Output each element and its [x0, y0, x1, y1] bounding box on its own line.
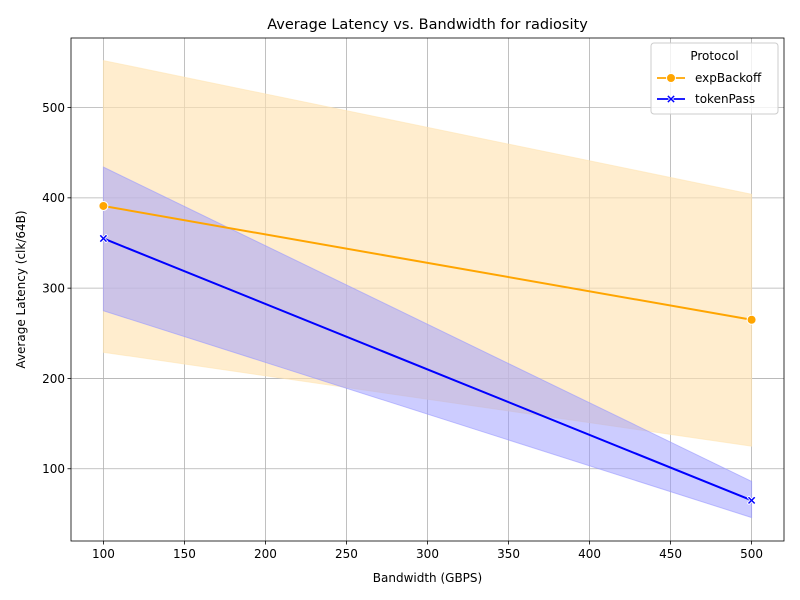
- legend-marker-expBackoff: [666, 73, 676, 83]
- y-axis-label: Average Latency (clk/64B): [14, 210, 28, 368]
- x-tick-label: 400: [578, 547, 601, 561]
- y-tick-label: 400: [42, 191, 65, 205]
- axis-ticks: 100 150 200 250 300 350 400 450 500 100 200 300 400 5…: [42, 101, 763, 561]
- y-tick-label: 300: [42, 281, 65, 295]
- x-tick-label: 250: [335, 547, 358, 561]
- series-line-expBackoff: [103, 204, 752, 321]
- y-tick-label: 100: [42, 462, 65, 476]
- chart-title: Average Latency vs. Bandwidth for radios…: [267, 17, 588, 33]
- legend-entry-tokenPass: tokenPass: [695, 92, 755, 106]
- legend-marker-tokenPass: [666, 94, 676, 104]
- series-lines: [103, 204, 752, 502]
- x-tick-label: 200: [254, 547, 277, 561]
- x-axis-label: Bandwidth (GBPS): [373, 571, 482, 585]
- band-tokenPass: [102, 166, 753, 519]
- legend-entry-expBackoff: expBackoff: [695, 71, 762, 85]
- data-point-tokenPass: [746, 495, 757, 506]
- x-tick-label: 100: [92, 547, 115, 561]
- data-point-tokenPass: [98, 233, 109, 244]
- series-markers: [98, 200, 757, 506]
- x-tick-label: 450: [659, 547, 682, 561]
- y-tick-label: 200: [42, 372, 65, 386]
- legend: Protocol expBackoff tokenPass: [650, 42, 779, 115]
- data-point-expBackoff: [746, 314, 757, 325]
- x-tick-label: 500: [740, 547, 763, 561]
- legend-title: Protocol: [690, 49, 738, 63]
- legend-box: [650, 42, 779, 115]
- x-tick-label: 300: [416, 547, 439, 561]
- data-point-expBackoff: [98, 200, 109, 211]
- x-tick-label: 350: [497, 547, 520, 561]
- series-line-tokenPass: [103, 237, 752, 502]
- confidence-bands: [102, 59, 753, 519]
- x-tick-label: 150: [173, 547, 196, 561]
- y-tick-label: 500: [42, 101, 65, 115]
